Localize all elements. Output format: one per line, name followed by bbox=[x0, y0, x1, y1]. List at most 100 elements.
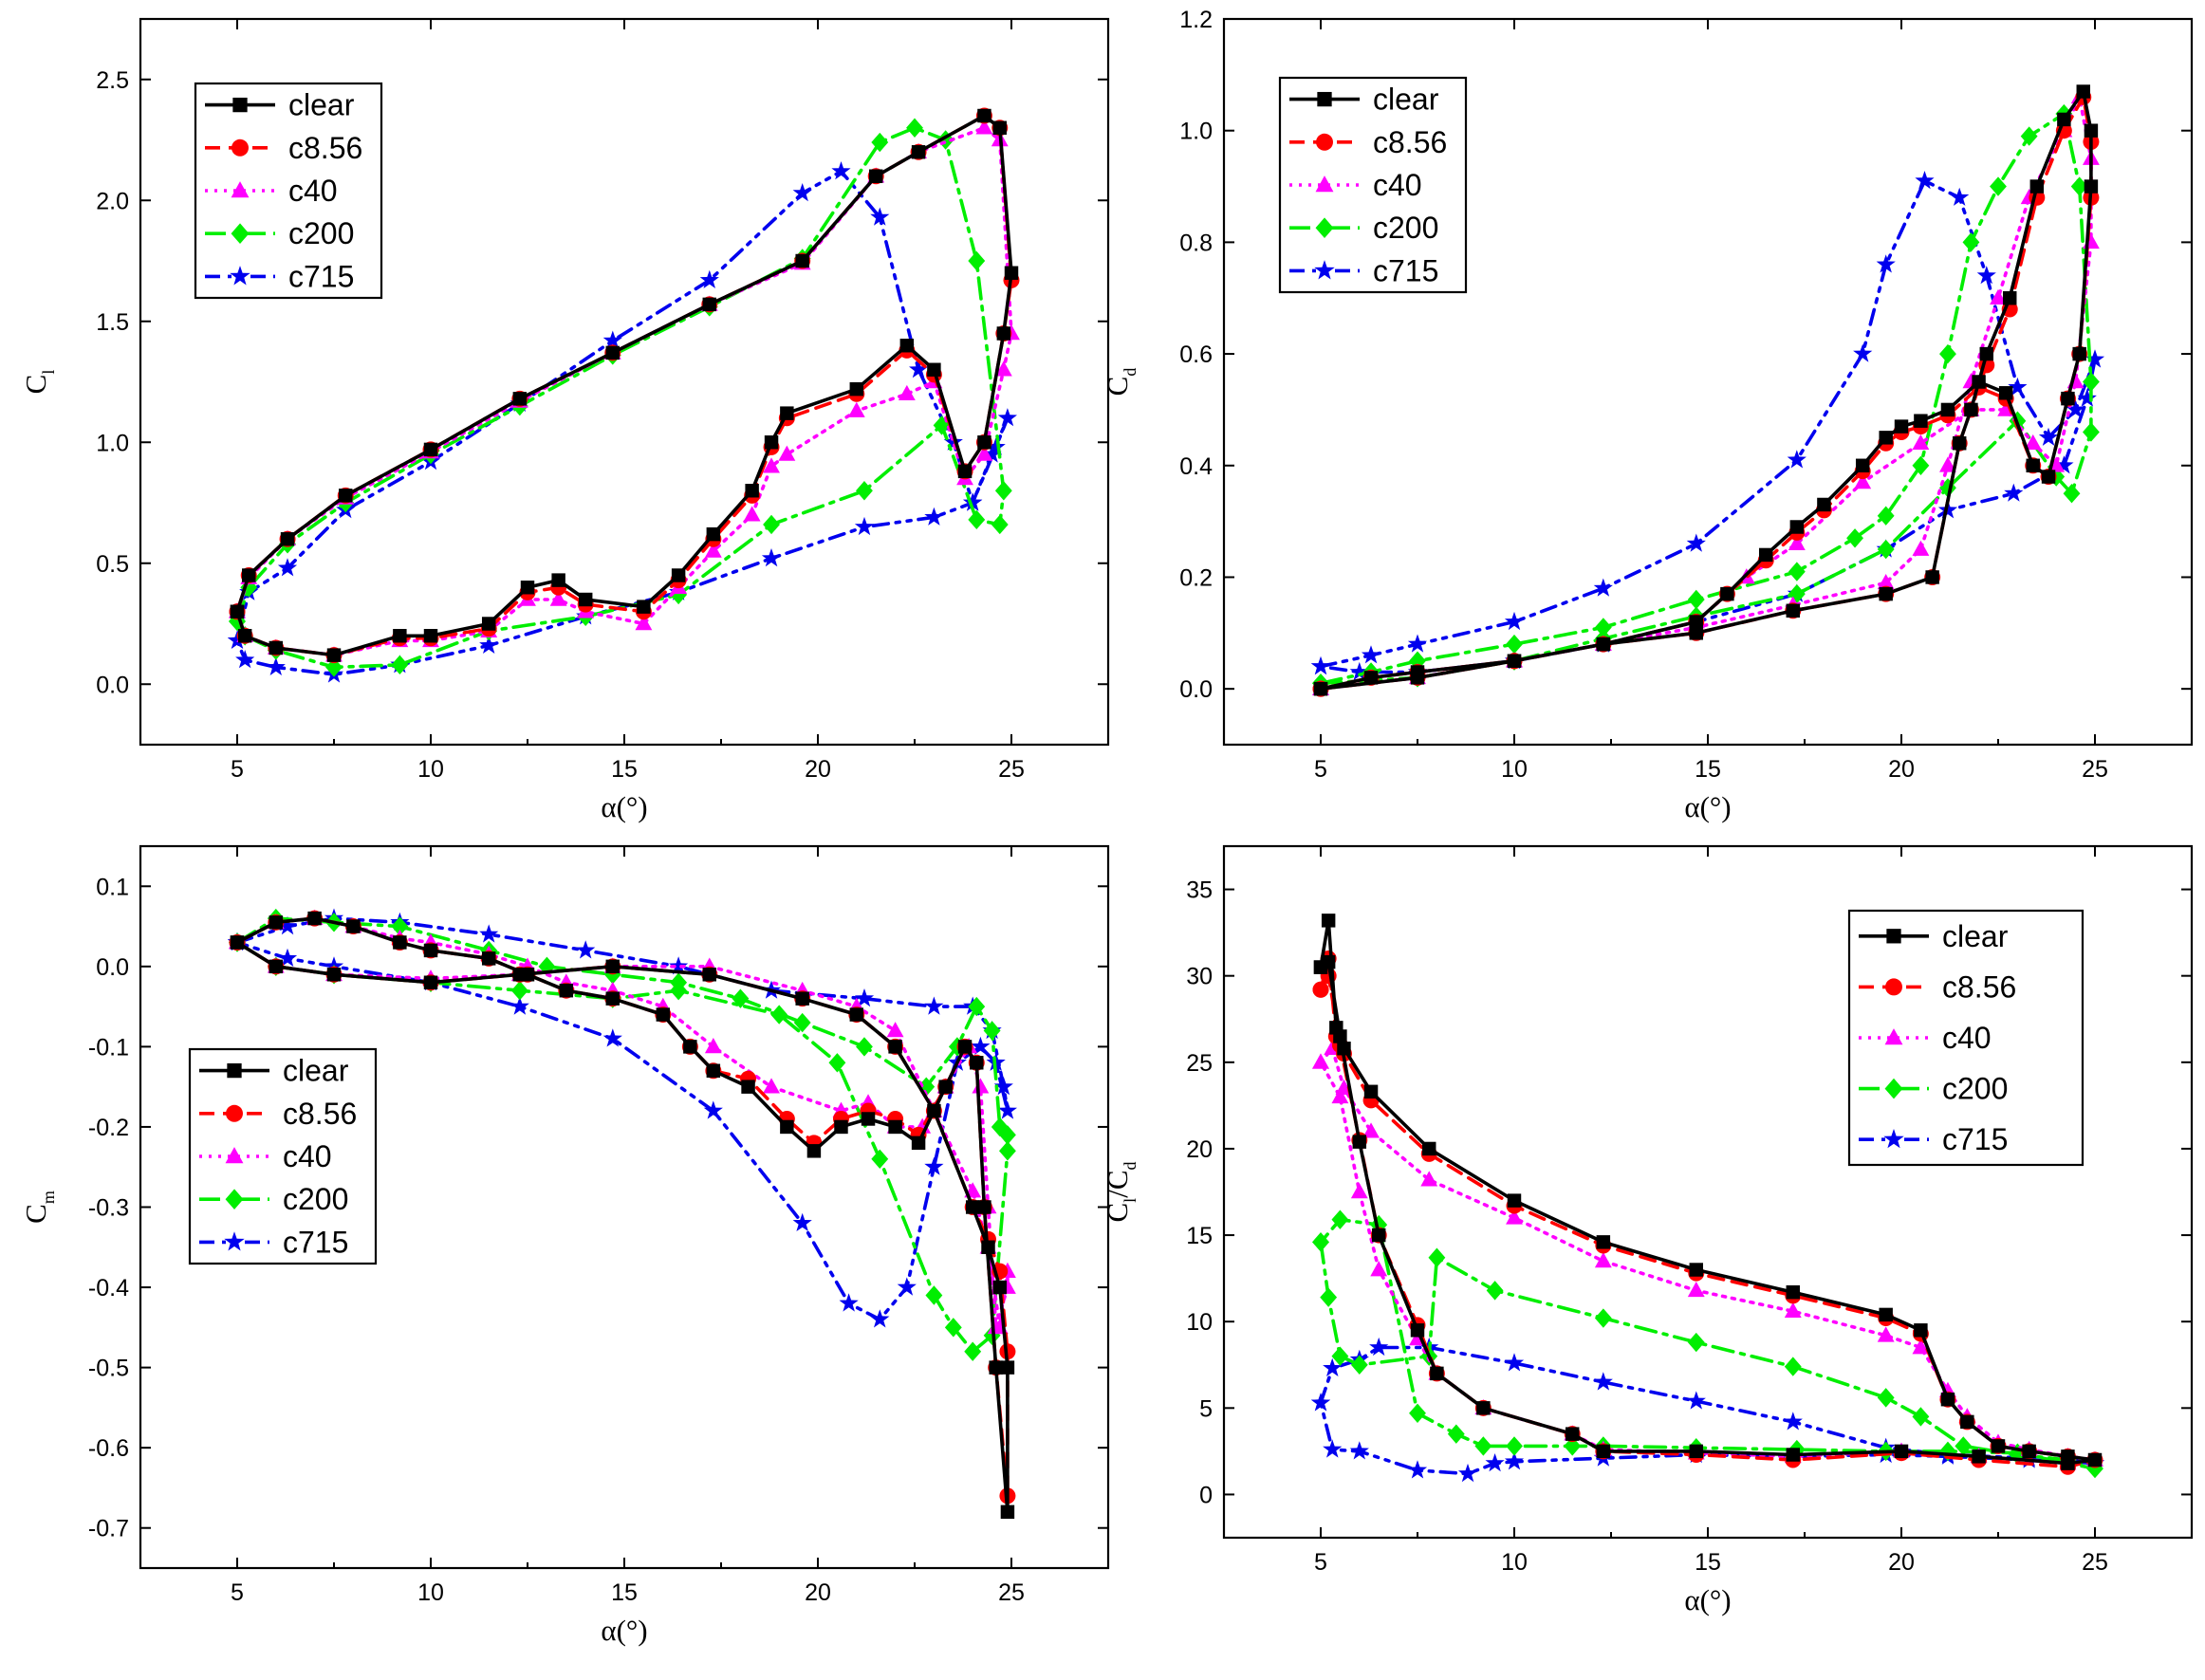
data-point-clear bbox=[1363, 1084, 1379, 1099]
legend-label: clear bbox=[1373, 83, 1439, 117]
x-tick-label: 15 bbox=[1695, 1549, 1721, 1576]
data-point-c715 bbox=[986, 436, 1006, 455]
data-point-c715 bbox=[479, 635, 499, 654]
data-point-c40 bbox=[635, 615, 653, 631]
data-point-clear bbox=[1879, 431, 1893, 445]
x-axis-label: α(°) bbox=[601, 790, 647, 823]
plot-area bbox=[227, 908, 1017, 1520]
legend: clear c8.56 c40 c200 c715 bbox=[194, 82, 383, 300]
data-point-c200 bbox=[1594, 618, 1612, 637]
data-point-clear bbox=[1960, 1414, 1974, 1430]
data-point-clear bbox=[269, 640, 284, 655]
data-point-clear bbox=[1789, 520, 1805, 534]
data-point-c715 bbox=[1349, 661, 1369, 681]
data-point-clear bbox=[326, 648, 342, 662]
y-tick-label: 0.4 bbox=[1179, 453, 1213, 480]
x-tick-label: 10 bbox=[1501, 1549, 1528, 1576]
data-point-c40 bbox=[743, 506, 761, 522]
data-point-c715 bbox=[1783, 1412, 1803, 1431]
data-point-c715 bbox=[235, 650, 255, 669]
data-point-c40 bbox=[1788, 534, 1806, 550]
data-point-c715 bbox=[831, 161, 851, 180]
y-tick-label: 0.8 bbox=[1179, 230, 1213, 256]
data-point-clear bbox=[911, 1135, 926, 1151]
x-axis-label: α(°) bbox=[601, 1614, 647, 1647]
data-point-clear bbox=[1940, 402, 1955, 417]
data-point-clear bbox=[992, 1280, 1007, 1295]
data-point-clear bbox=[780, 1119, 794, 1135]
chart-lift-drag-ratio: 5 10 15 20 25 0 5 10 15 20 25 30 35 α(°) Cl/Cd clear c8.… bbox=[1101, 844, 2194, 1616]
data-point-c200 bbox=[1788, 562, 1806, 582]
data-point-c715 bbox=[870, 1309, 890, 1328]
data-point-clear bbox=[989, 1360, 1003, 1375]
data-point-clear bbox=[970, 1056, 984, 1070]
data-point-clear bbox=[326, 968, 342, 982]
legend-label: c40 bbox=[1942, 1021, 1992, 1055]
x-tick-label: 25 bbox=[2082, 756, 2108, 783]
data-point-clear bbox=[1914, 1323, 1928, 1338]
y-axis-label: Cd bbox=[1101, 368, 1140, 397]
legend-label: c8.56 bbox=[1942, 969, 2016, 1004]
data-point-clear bbox=[1940, 1392, 1955, 1407]
legend-marker bbox=[1314, 260, 1335, 280]
legend-marker bbox=[225, 1189, 244, 1209]
data-point-c200 bbox=[1409, 1403, 1426, 1423]
data-point-c40 bbox=[1784, 1302, 1802, 1319]
data-point-clear bbox=[512, 392, 528, 406]
data-point-clear bbox=[706, 1063, 721, 1078]
y-tick-label: 20 bbox=[1186, 1136, 1213, 1163]
data-point-clear bbox=[996, 326, 1011, 341]
y-tick-label: 25 bbox=[1186, 1050, 1213, 1077]
data-point-clear bbox=[1596, 637, 1611, 652]
data-point-c715 bbox=[1504, 611, 1525, 631]
data-point-c200 bbox=[871, 1149, 889, 1169]
y-tick-label: 30 bbox=[1186, 964, 1213, 990]
data-point-c715 bbox=[1407, 634, 1428, 653]
data-point-c200 bbox=[1350, 1355, 1368, 1375]
data-point-c715 bbox=[576, 940, 596, 959]
chart-lift-coefficient: 5 10 15 20 25 0.0 0.5 1.0 1.5 2.0 2.5 α(°) Cl clear c8… bbox=[19, 17, 1110, 823]
data-point-c715 bbox=[1976, 266, 1996, 285]
data-point-c200 bbox=[983, 1021, 1001, 1041]
x-tick-label: 10 bbox=[417, 756, 444, 783]
data-point-c40 bbox=[1687, 1282, 1705, 1298]
data-point-clear bbox=[1000, 1505, 1015, 1520]
data-point-clear bbox=[2041, 470, 2056, 484]
data-point-c40 bbox=[1312, 1053, 1329, 1069]
x-tick-label: 5 bbox=[231, 1579, 244, 1606]
data-point-clear bbox=[2076, 84, 2090, 99]
data-point-c200 bbox=[1331, 1346, 1349, 1366]
y-tick-label: 1.5 bbox=[96, 309, 129, 336]
data-point-c40 bbox=[1990, 288, 2007, 305]
data-point-clear bbox=[1817, 497, 1831, 512]
data-point-c715 bbox=[1349, 1441, 1369, 1460]
data-point-clear bbox=[977, 108, 991, 123]
data-point-clear bbox=[1565, 1427, 1580, 1441]
data-point-clear bbox=[637, 600, 651, 614]
data-point-clear bbox=[1313, 960, 1328, 974]
data-point-clear bbox=[1422, 1141, 1436, 1156]
data-point-clear bbox=[1972, 375, 1986, 389]
data-point-clear bbox=[849, 381, 864, 397]
data-point-c200 bbox=[925, 1285, 943, 1305]
data-point-c715 bbox=[839, 1293, 859, 1312]
data-point-c40 bbox=[778, 445, 796, 461]
data-point-clear bbox=[551, 573, 565, 587]
legend-label: c40 bbox=[283, 1139, 332, 1173]
y-tick-label: 0.1 bbox=[96, 874, 129, 900]
data-point-c715 bbox=[909, 360, 929, 378]
data-point-c715 bbox=[277, 558, 298, 577]
data-point-c715 bbox=[2066, 399, 2085, 418]
data-point-c200 bbox=[763, 514, 780, 535]
legend-label: c715 bbox=[288, 259, 354, 293]
data-point-clear bbox=[237, 629, 252, 643]
data-point-c715 bbox=[699, 269, 719, 288]
data-point-c715 bbox=[897, 1277, 917, 1296]
data-point-clear bbox=[888, 1119, 902, 1135]
data-point-clear bbox=[1925, 570, 1939, 584]
data-point-clear bbox=[1410, 1323, 1425, 1338]
legend-marker bbox=[225, 1147, 244, 1164]
data-point-c200 bbox=[793, 1012, 811, 1033]
data-point-clear bbox=[683, 1040, 697, 1054]
data-point-clear bbox=[1333, 1029, 1347, 1043]
